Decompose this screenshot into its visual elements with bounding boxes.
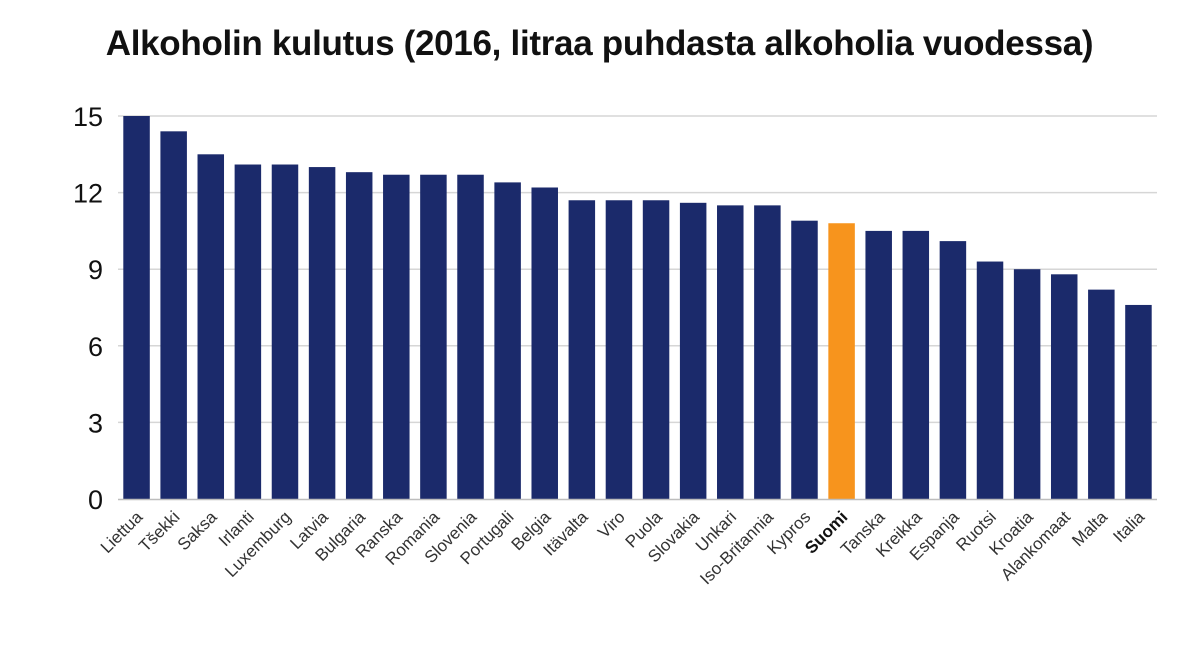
bar-portugali — [494, 182, 521, 500]
bar-italia — [1125, 304, 1152, 499]
x-tick-label: Malta — [1068, 507, 1111, 550]
y-tick-label: 3 — [88, 408, 103, 438]
bar-itävalta — [568, 200, 596, 499]
bar-irlanti — [234, 164, 262, 499]
bar-ruotsi — [976, 261, 1004, 499]
bar-kreikka — [902, 230, 930, 499]
bar-iso-britannia — [754, 205, 781, 499]
bar-ranska — [383, 174, 410, 499]
bar-tšekki — [160, 131, 187, 499]
bar-latvia — [308, 167, 336, 500]
x-axis-ticks: LiettuaTšekkiSaksaIrlantiLuxemburgLatvia… — [97, 507, 1149, 588]
y-tick-label: 12 — [73, 179, 103, 209]
bar-espanja — [939, 241, 967, 499]
y-axis-ticks: 0 3 6 9 12 15 — [73, 102, 103, 515]
x-tick-label: Italia — [1109, 507, 1148, 546]
bar-kroatia — [1013, 269, 1041, 499]
bar-romania — [420, 174, 447, 499]
bar-luxemburg — [271, 164, 299, 499]
bar-liettua — [123, 116, 150, 499]
chart-title: Alkoholin kulutus (2016, litraa puhdasta… — [105, 24, 1094, 63]
y-tick-label: 0 — [88, 485, 103, 515]
bar-saksa — [197, 154, 225, 500]
bar-puola — [642, 200, 670, 499]
y-tick-label: 6 — [88, 332, 103, 362]
y-tick-label: 9 — [88, 255, 103, 285]
bars — [123, 116, 1152, 500]
bar-slovakia — [679, 202, 707, 499]
bar-bulgaria — [345, 172, 373, 499]
x-tick-label: Liettua — [97, 507, 147, 557]
y-tick-label: 15 — [73, 102, 103, 132]
bar-kypros — [791, 220, 818, 500]
bar-suomi — [828, 223, 855, 500]
bar-slovenia — [457, 174, 484, 499]
x-tick-label: Saksa — [174, 507, 221, 554]
bar-malta — [1088, 289, 1115, 499]
x-tick-label: Tšekki — [135, 507, 183, 555]
bar-viro — [605, 200, 633, 499]
bar-tanska — [865, 230, 892, 499]
bar-unkari — [717, 205, 744, 499]
bar-belgia — [531, 187, 558, 499]
bar-alankomaat — [1050, 274, 1078, 499]
